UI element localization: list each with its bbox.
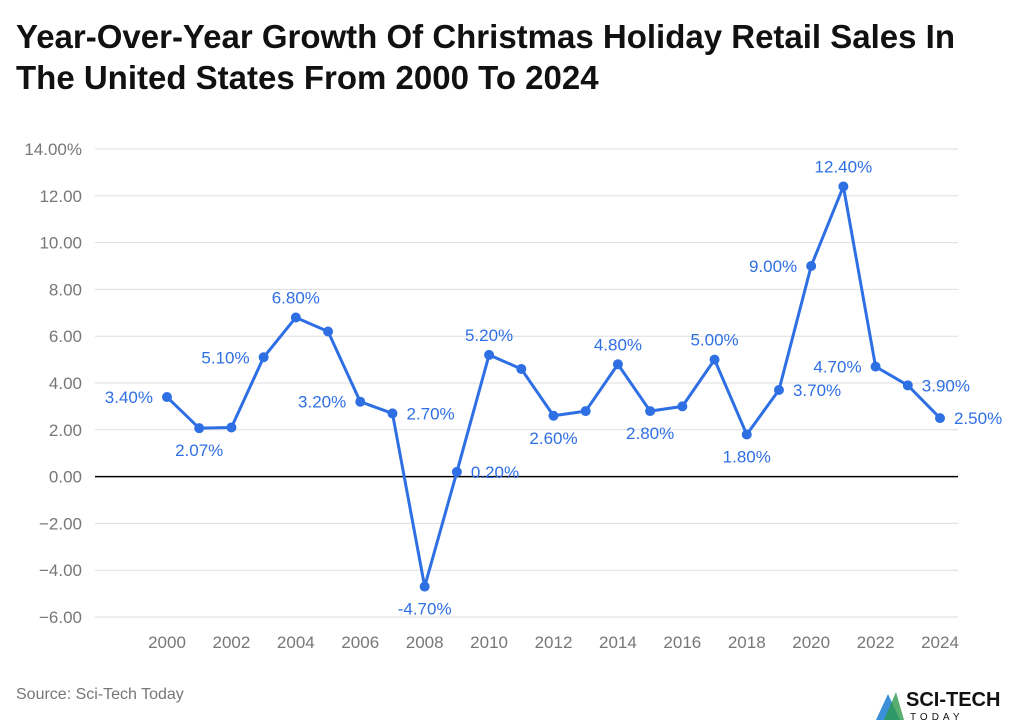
data-point [870,361,881,372]
y-tick-label: 0.00 [49,468,82,487]
data-label: 3.40% [105,388,153,407]
y-tick-label: 14.00% [24,140,82,159]
y-tick-label: 4.00 [49,374,82,393]
data-label: 0.20% [471,463,519,482]
data-label: -4.70% [398,600,452,619]
x-tick-label: 2012 [535,633,573,652]
y-tick-label: −2.00 [39,514,82,533]
data-point [612,359,623,370]
x-tick-label: 2018 [728,633,766,652]
x-tick-label: 2006 [341,633,379,652]
chart-title: Year-Over-Year Growth Of Christmas Holid… [16,18,956,96]
data-point [355,396,366,407]
y-tick-label: −6.00 [39,608,82,627]
svg-text:SCI-TECH: SCI-TECH [906,689,1000,711]
data-label: 4.70% [813,358,861,377]
x-tick-label: 2024 [921,633,959,652]
source-note: Source: Sci-Tech Today [16,686,184,703]
data-point [677,401,688,412]
svg-text:TODAY: TODAY [910,712,964,722]
y-tick-label: 8.00 [49,280,82,299]
x-tick-label: 2010 [470,633,508,652]
data-label: 2.70% [406,404,454,423]
data-label: 12.40% [815,157,873,176]
data-label: 1.80% [723,447,771,466]
data-point [580,406,591,417]
data-point [290,312,301,323]
x-tick-label: 2022 [857,633,895,652]
data-label: 5.20% [465,326,513,345]
data-point [226,422,237,433]
x-tick-label: 2004 [277,633,315,652]
sci-tech-today-logo: SCI-TECH TODAY [876,689,1000,722]
data-point [645,406,656,417]
data-point [516,363,527,374]
data-label: 4.80% [594,335,642,354]
data-point [806,261,817,271]
data-label: 2.07% [175,441,223,460]
data-label: 5.00% [690,331,738,350]
x-tick-label: 2002 [213,633,251,652]
data-point [548,410,559,421]
data-point [387,408,398,419]
data-label: 3.70% [793,381,841,400]
data-point [419,581,430,592]
data-point [902,380,913,391]
data-point [773,385,784,396]
x-tick-label: 2014 [599,633,637,652]
data-point [323,326,334,337]
y-tick-label: 2.00 [49,421,82,440]
data-point [709,354,720,365]
data-label: 3.20% [298,393,346,412]
data-point [162,392,172,403]
x-tick-label: 2000 [148,633,186,652]
data-point [935,413,945,424]
y-tick-label: 10.00 [39,234,82,253]
data-point [451,466,462,477]
data-label: 6.80% [272,288,320,307]
data-point [194,423,205,434]
data-label: 5.10% [201,348,249,367]
data-point [484,349,495,360]
data-label: 3.90% [922,376,970,395]
x-tick-label: 2020 [792,633,830,652]
y-tick-label: 12.00 [39,187,82,206]
data-label: 2.80% [626,424,674,443]
data-label: 2.50% [954,409,1002,428]
data-point [838,181,849,192]
data-point [258,352,269,363]
x-tick-label: 2008 [406,633,444,652]
y-tick-label: 6.00 [49,327,82,346]
data-point [741,429,752,440]
data-label: 2.60% [529,429,577,448]
data-label: 9.00% [749,257,797,276]
y-tick-label: −4.00 [39,561,82,580]
x-tick-label: 2016 [663,633,701,652]
